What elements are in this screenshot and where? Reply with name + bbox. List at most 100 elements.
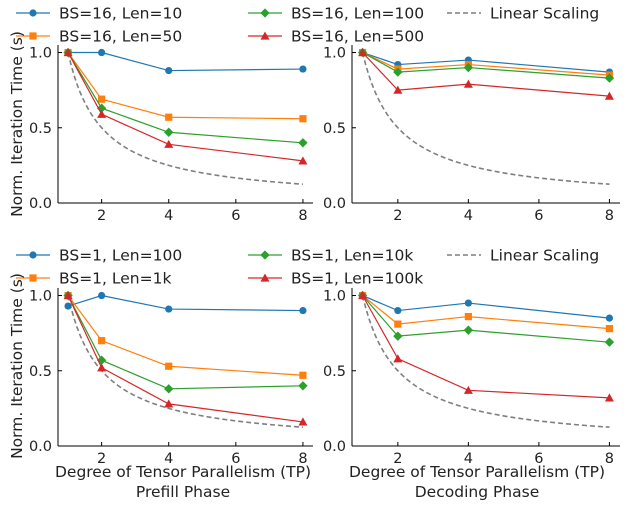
x-axis-label-bottom-left: Degree of Tensor Parallelism (TP)	[55, 463, 311, 481]
legend-marker	[260, 8, 270, 18]
data-point	[604, 393, 614, 402]
legend-entry: BS=1, Len=100k	[248, 270, 423, 288]
legend-label: BS=16, Len=10	[59, 5, 182, 23]
legend-entry: BS=1, Len=100	[16, 247, 182, 265]
x-tick-label: 4	[164, 451, 173, 467]
linear-scaling-line	[361, 52, 610, 185]
y-tick-label: 0.0	[29, 439, 52, 455]
legend-1: BS=16, Len=10 BS=16, Len=50 BS=16, Len=100…	[16, 5, 599, 46]
data-point	[98, 337, 106, 345]
series-4	[358, 291, 614, 402]
x-tick-label: 4	[464, 451, 473, 467]
data-point	[298, 417, 308, 426]
series-line	[362, 51, 610, 73]
x-axis-label-bottom-right: Degree of Tensor Parallelism (TP)	[349, 463, 605, 481]
legend-marker	[29, 9, 37, 17]
legend-entry: BS=16, Len=100	[248, 5, 424, 23]
legend-entry: BS=1, Len=10k	[248, 247, 413, 265]
y-tick-label: 0.5	[323, 121, 346, 137]
series-line	[67, 295, 303, 376]
series-line	[362, 295, 610, 343]
legend-label: BS=16, Len=100	[291, 5, 424, 23]
y-tick-label: 0.5	[323, 364, 346, 380]
legend-marker	[29, 251, 37, 259]
data-point	[299, 306, 307, 315]
y-tick-label: 0.5	[29, 121, 52, 137]
x-tick-label: 8	[298, 208, 307, 224]
series-line	[67, 52, 304, 162]
legend-entry: BS=1, Len=1k	[16, 270, 171, 288]
legend-label: BS=16, Len=500	[291, 28, 424, 46]
data-point	[98, 291, 106, 300]
x-tick-label: 4	[464, 208, 473, 224]
legend-2: BS=1, Len=100 BS=1, Len=1k BS=1, Len=10k BS…	[16, 247, 599, 288]
y-axis-label-bottom: Norm. Iteration Time (s)	[8, 273, 26, 459]
legend-entry: Linear Scaling	[447, 247, 599, 265]
legend-label: BS=1, Len=100	[59, 247, 182, 265]
data-point	[97, 363, 107, 372]
legend-label: BS=16, Len=50	[59, 28, 182, 46]
legend-label: BS=1, Len=10k	[291, 247, 413, 265]
data-point	[394, 306, 402, 315]
data-point	[393, 354, 403, 363]
chart-panel-3: 0.0 0.5 1.0 2 4 6 8	[29, 288, 313, 467]
x-tick-label: 2	[97, 208, 106, 224]
chart-panel-1: 0.0 0.5 1.0 2 4 6 8	[29, 45, 313, 224]
legend-marker	[260, 31, 270, 40]
x-tick-label: 6	[534, 208, 543, 224]
series-line	[362, 51, 610, 79]
legend-label: Linear Scaling	[490, 247, 599, 265]
data-point	[605, 314, 614, 322]
legends: BS=16, Len=10 BS=16, Len=50 BS=16, Len=100…	[16, 5, 599, 288]
data-point	[63, 48, 73, 57]
data-point	[463, 79, 473, 88]
series-3	[357, 290, 615, 347]
data-point	[98, 95, 106, 103]
series-line	[362, 295, 610, 330]
y-tick-label: 0.0	[29, 196, 52, 212]
x-tick-label: 8	[298, 451, 307, 467]
y-tick-label: 1.0	[29, 46, 52, 62]
subtitle-decoding: Decoding Phase	[415, 483, 540, 501]
series-line	[362, 295, 610, 399]
x-tick-label: 2	[97, 451, 106, 467]
data-point	[464, 312, 472, 321]
data-point	[358, 291, 368, 300]
data-point	[165, 305, 173, 313]
data-point	[393, 331, 403, 341]
data-point	[463, 325, 474, 335]
linear-scaling-line	[67, 295, 303, 428]
y-tick-label: 1.0	[323, 289, 346, 305]
legend-entry: BS=16, Len=500	[248, 28, 424, 46]
x-tick-label: 6	[231, 451, 240, 467]
y-tick-label: 1.0	[29, 289, 52, 305]
legend-marker	[29, 274, 37, 282]
x-tick-label: 6	[534, 451, 543, 467]
x-tick-label: 2	[393, 451, 402, 467]
data-point	[165, 113, 173, 121]
x-tick-label: 6	[231, 208, 240, 224]
data-point	[298, 381, 308, 391]
legend-marker	[260, 250, 270, 260]
linear-scaling-line	[361, 295, 610, 428]
data-point	[464, 299, 472, 307]
data-point	[463, 62, 474, 73]
series-4	[63, 48, 308, 165]
series-4	[358, 48, 614, 100]
data-point	[298, 138, 308, 148]
series-4	[63, 291, 308, 426]
legend-marker	[260, 273, 270, 282]
data-point	[164, 139, 174, 148]
series-1	[64, 291, 307, 315]
legend-label: BS=1, Len=1k	[59, 270, 171, 288]
data-point	[463, 385, 473, 394]
data-point	[358, 48, 368, 57]
data-point	[604, 91, 614, 100]
data-point	[394, 320, 402, 328]
linear-scaling-line	[67, 52, 303, 185]
subtitle-prefill: Prefill Phase	[136, 483, 230, 501]
data-point	[299, 371, 307, 379]
data-point	[98, 48, 106, 57]
legend-entry: BS=16, Len=10	[16, 5, 182, 23]
